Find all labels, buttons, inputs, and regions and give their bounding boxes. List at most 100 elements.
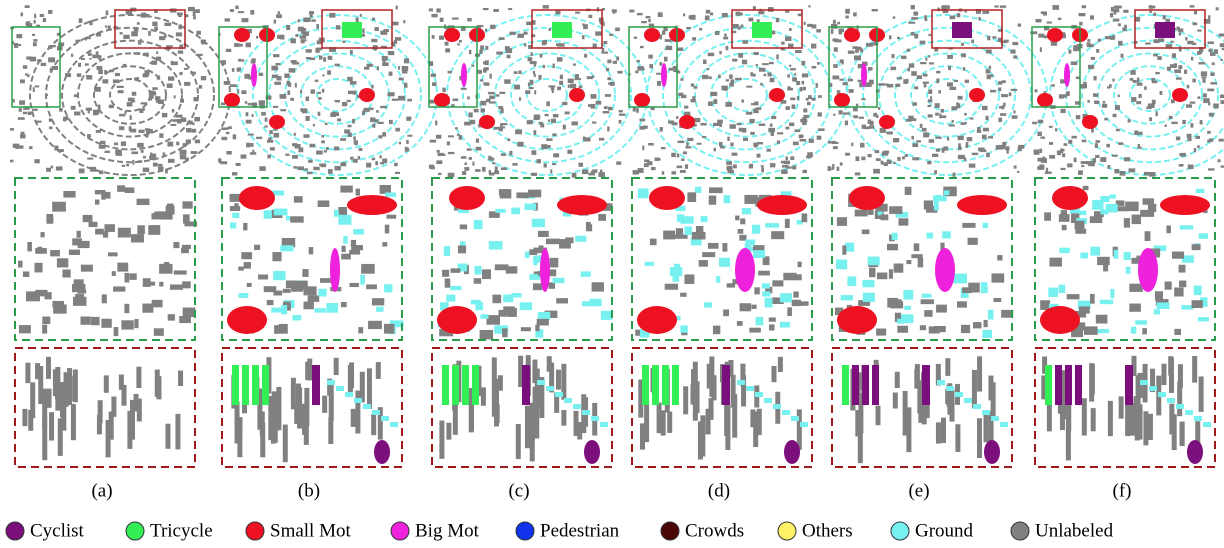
- point: [1145, 231, 1151, 241]
- point: [1198, 96, 1201, 99]
- point: [756, 64, 758, 66]
- point: [564, 398, 572, 403]
- point: [21, 132, 25, 136]
- point: [1209, 113, 1214, 117]
- object: [735, 248, 755, 292]
- point: [298, 166, 304, 170]
- point: [770, 123, 773, 126]
- point: [903, 391, 908, 436]
- point: [972, 370, 977, 408]
- scan-ring: [679, 41, 815, 150]
- point: [364, 67, 369, 70]
- point: [366, 64, 371, 67]
- point: [91, 317, 100, 325]
- point: [1145, 43, 1151, 45]
- point: [719, 142, 723, 147]
- point: [277, 35, 282, 39]
- point: [75, 40, 80, 42]
- point: [353, 160, 356, 162]
- point: [986, 153, 990, 158]
- point: [1180, 225, 1194, 229]
- point: [56, 166, 63, 170]
- point: [530, 80, 534, 85]
- point: [993, 298, 1001, 302]
- point: [398, 66, 400, 69]
- point: [571, 121, 577, 125]
- point: [678, 141, 685, 143]
- point: [897, 37, 900, 39]
- point: [46, 357, 51, 379]
- point: [982, 330, 992, 338]
- point: [765, 223, 779, 227]
- point: [692, 37, 696, 40]
- object: [1172, 88, 1188, 102]
- point: [259, 73, 263, 76]
- point: [474, 109, 479, 112]
- point: [21, 12, 23, 16]
- point: [431, 166, 435, 169]
- point: [928, 114, 933, 117]
- point: [693, 400, 698, 421]
- point: [795, 50, 802, 53]
- point: [109, 69, 113, 72]
- point: [710, 12, 713, 15]
- point: [115, 73, 120, 76]
- point: [588, 15, 592, 18]
- point: [528, 190, 541, 198]
- point: [753, 74, 756, 77]
- point: [188, 8, 195, 11]
- point: [450, 268, 460, 272]
- legend-swatch: [661, 522, 679, 540]
- point: [833, 146, 838, 149]
- point: [655, 157, 659, 161]
- point: [1110, 36, 1114, 40]
- point: [1090, 15, 1094, 19]
- point: [551, 119, 556, 123]
- point: [119, 126, 124, 130]
- point: [464, 163, 467, 165]
- point: [1040, 137, 1044, 139]
- point: [968, 238, 978, 245]
- point: [131, 152, 138, 155]
- point: [534, 90, 536, 94]
- point: [1013, 56, 1017, 59]
- point: [271, 417, 276, 432]
- point: [40, 232, 44, 237]
- point: [762, 291, 770, 296]
- point: [238, 67, 241, 71]
- point: [1123, 10, 1128, 13]
- object: [251, 63, 257, 87]
- point: [634, 37, 637, 39]
- point: [318, 200, 330, 206]
- point: [816, 29, 821, 32]
- point: [355, 391, 360, 434]
- point: [1051, 84, 1055, 86]
- point: [590, 299, 602, 306]
- point: [934, 201, 939, 211]
- point: [1087, 100, 1090, 103]
- point: [1049, 126, 1053, 128]
- point: [283, 289, 291, 293]
- point: [961, 53, 966, 57]
- point: [1203, 422, 1211, 427]
- point: [176, 142, 179, 146]
- point: [833, 20, 836, 24]
- point: [287, 81, 290, 86]
- point: [340, 162, 346, 166]
- point: [950, 16, 956, 20]
- point: [104, 70, 107, 73]
- point: [1202, 79, 1205, 83]
- point: [295, 34, 298, 37]
- point: [452, 98, 458, 100]
- point: [172, 119, 177, 122]
- point: [582, 410, 590, 415]
- point: [854, 55, 861, 60]
- point: [508, 308, 517, 317]
- point: [279, 324, 288, 334]
- point: [937, 380, 945, 385]
- point: [881, 214, 889, 220]
- point: [792, 166, 796, 170]
- point: [575, 12, 580, 14]
- point: [1058, 18, 1062, 20]
- point: [658, 12, 663, 17]
